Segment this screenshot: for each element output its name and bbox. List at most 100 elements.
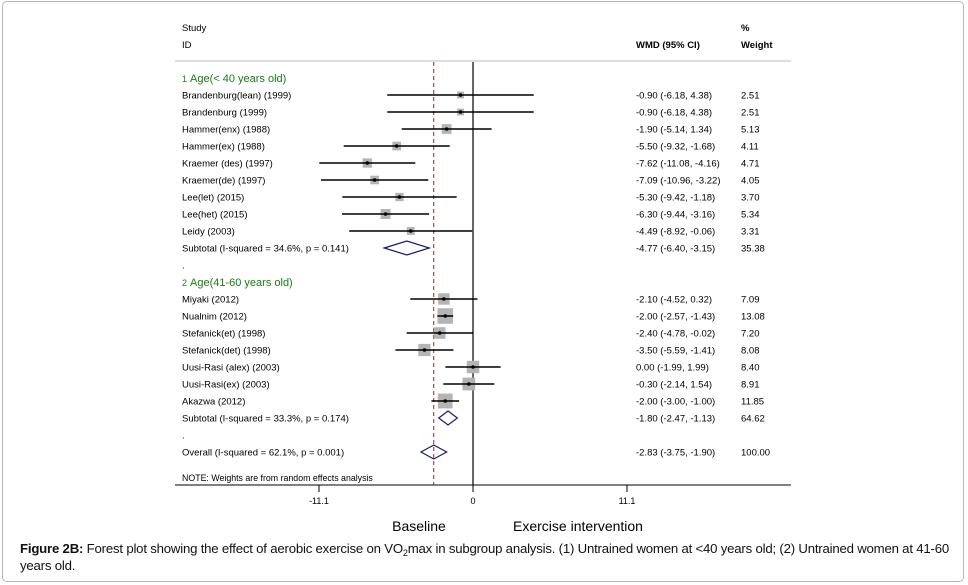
study-weight: 4.71 bbox=[741, 159, 760, 170]
study-effect-ci: -7.09 (-10.96, -3.22) bbox=[636, 176, 721, 187]
study-effect-ci: -5.50 (-9.32, -1.68) bbox=[636, 142, 715, 153]
study-effect-ci: -0.90 (-6.18, 4.38) bbox=[636, 108, 712, 119]
study-effect-ci: -5.30 (-9.42, -1.18) bbox=[636, 193, 715, 204]
study-weight: 5.34 bbox=[741, 210, 760, 221]
point-estimate bbox=[397, 195, 402, 199]
subtotal-weight: 64.62 bbox=[741, 414, 765, 425]
forest-plot: Study ID WMD (95% CI) % Weight NOTE: Wei… bbox=[175, 23, 791, 534]
study-label: Lee(het) (2015) bbox=[182, 210, 247, 221]
study-effect-ci: -2.10 (-4.52, 0.32) bbox=[636, 295, 712, 306]
study-label: Kraemer (des) (1997) bbox=[182, 159, 273, 170]
study-weight: 4.05 bbox=[741, 176, 760, 187]
subtotal-label: Subtotal (I-squared = 33.3%, p = 0.174) bbox=[182, 414, 349, 425]
study-label: Lee(let) (2015) bbox=[182, 193, 244, 204]
study-label: Uusi-Rasi (alex) (2003) bbox=[182, 363, 280, 374]
header-effect: WMD (95% CI) bbox=[636, 40, 700, 51]
point-estimate bbox=[394, 144, 399, 148]
study-label: Kraemer(de) (1997) bbox=[182, 176, 265, 187]
overall-effect-ci: -2.83 (-3.75, -1.90) bbox=[636, 448, 715, 459]
study-label: Hammer(enx) (1988) bbox=[182, 125, 270, 136]
overall-diamond bbox=[419, 444, 448, 460]
study-effect-ci: 0.00 (-1.99, 1.99) bbox=[636, 363, 709, 374]
study-label: Brandenburg (1999) bbox=[182, 108, 267, 119]
study-effect-ci: -3.50 (-5.59, -1.41) bbox=[636, 346, 715, 357]
point-estimate bbox=[422, 348, 427, 352]
study-weight: 8.91 bbox=[741, 380, 760, 391]
study-weight: 13.08 bbox=[741, 312, 765, 323]
group-title: Age(41-60 years old) bbox=[190, 277, 293, 289]
group-number: 2 bbox=[182, 278, 187, 288]
subtotal-effect-ci: -4.77 (-6.40, -3.15) bbox=[636, 244, 715, 255]
footnote: NOTE: Weights are from random effects an… bbox=[182, 473, 373, 483]
study-label: Stefanick(et) (1998) bbox=[182, 329, 265, 340]
group-number: 1 bbox=[182, 74, 187, 84]
study-weight: 8.08 bbox=[741, 346, 760, 357]
study-weight: 5.13 bbox=[741, 125, 760, 136]
study-weight: 4.11 bbox=[741, 142, 759, 153]
spacer-dot: . bbox=[182, 431, 185, 442]
study-weight: 3.70 bbox=[741, 193, 760, 204]
spacer-dot: . bbox=[182, 261, 185, 272]
point-estimate bbox=[383, 212, 388, 216]
figure-caption: Figure 2B: Forest plot showing the effec… bbox=[20, 540, 950, 574]
study-effect-ci: -4.49 (-8.92, -0.06) bbox=[636, 227, 715, 238]
study-effect-ci: -1.90 (-5.14, 1.34) bbox=[636, 125, 712, 136]
study-weight: 2.51 bbox=[741, 108, 760, 119]
point-estimate bbox=[437, 331, 442, 335]
overall-label: Overall (I-squared = 62.1%, p = 0.001) bbox=[182, 448, 344, 459]
point-estimate bbox=[443, 314, 448, 318]
study-effect-ci: -6.30 (-9.44, -3.16) bbox=[636, 210, 715, 221]
caption-label: Figure 2B: bbox=[20, 541, 84, 556]
study-label: Stefanick(det) (1998) bbox=[182, 346, 271, 357]
point-estimate bbox=[365, 161, 370, 165]
study-effect-ci: -0.90 (-6.18, 4.38) bbox=[636, 91, 712, 102]
study-label: Nualnim (2012) bbox=[182, 312, 247, 323]
study-weight: 3.31 bbox=[741, 227, 760, 238]
study-label: Miyaki (2012) bbox=[182, 295, 239, 306]
caption-subscript: 2 bbox=[402, 548, 408, 558]
overall-weight: 100.00 bbox=[741, 448, 770, 459]
study-effect-ci: -7.62 (-11.08, -4.16) bbox=[636, 159, 720, 170]
header-study: Study bbox=[182, 23, 207, 34]
study-effect-ci: -2.40 (-4.78, -0.02) bbox=[636, 329, 715, 340]
study-weight: 11.85 bbox=[741, 397, 764, 408]
study-weight: 2.51 bbox=[741, 91, 760, 102]
point-estimate bbox=[471, 365, 475, 369]
x-axis-tick-label: 0 bbox=[470, 496, 475, 506]
study-label: Leidy (2003) bbox=[182, 227, 235, 238]
point-estimate bbox=[458, 110, 463, 114]
header-weight: Weight bbox=[741, 40, 773, 51]
x-axis-right-label: Exercise intervention bbox=[513, 518, 643, 534]
subtotal-diamond bbox=[437, 410, 459, 426]
study-label: Brandenburg(lean) (1999) bbox=[182, 91, 291, 102]
study-weight: 8.40 bbox=[741, 363, 760, 374]
header-weight-percent: % bbox=[741, 23, 750, 34]
point-estimate bbox=[372, 178, 377, 182]
subtotal-diamond bbox=[382, 240, 432, 256]
x-axis-left-label: Baseline bbox=[392, 518, 446, 534]
point-estimate bbox=[458, 93, 463, 97]
study-effect-ci: -2.00 (-3.00, -1.00) bbox=[636, 397, 715, 408]
point-estimate bbox=[443, 399, 448, 403]
study-weight: 7.20 bbox=[741, 329, 760, 340]
study-effect-ci: -0.30 (-2.14, 1.54) bbox=[636, 380, 712, 391]
subtotal-label: Subtotal (I-squared = 34.6%, p = 0.141) bbox=[182, 244, 349, 255]
study-label: Hammer(ex) (1988) bbox=[182, 142, 265, 153]
subtotal-effect-ci: -1.80 (-2.47, -1.13) bbox=[636, 414, 715, 425]
x-axis-tick-label: -11.1 bbox=[309, 496, 329, 506]
header-id: ID bbox=[182, 40, 192, 51]
caption-text-1: Forest plot showing the effect of aerobi… bbox=[83, 541, 403, 556]
group-title: Age(< 40 years old) bbox=[190, 73, 286, 85]
point-estimate bbox=[444, 127, 449, 131]
point-estimate bbox=[442, 297, 446, 301]
study-effect-ci: -2.00 (-2.57, -1.43) bbox=[636, 312, 715, 323]
caption-text-2: max in subgroup analysis. (1) Untrained … bbox=[20, 541, 949, 573]
x-axis-tick-label: 11.1 bbox=[619, 496, 636, 506]
study-label: Akazwa (2012) bbox=[182, 397, 245, 408]
point-estimate bbox=[467, 382, 471, 386]
study-weight: 7.09 bbox=[741, 295, 760, 306]
point-estimate bbox=[408, 229, 413, 233]
study-label: Uusi-Rasi(ex) (2003) bbox=[182, 380, 270, 391]
subtotal-weight: 35.38 bbox=[741, 244, 765, 255]
